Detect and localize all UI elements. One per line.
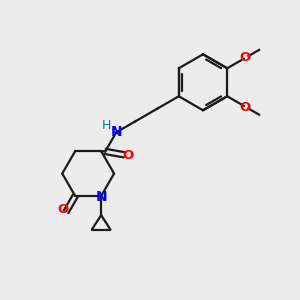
Text: O: O [122, 149, 133, 162]
Text: O: O [58, 203, 69, 216]
Text: O: O [240, 51, 251, 64]
Text: O: O [240, 101, 251, 114]
Text: N: N [96, 190, 107, 204]
Text: H: H [102, 119, 112, 132]
Text: N: N [110, 125, 122, 139]
